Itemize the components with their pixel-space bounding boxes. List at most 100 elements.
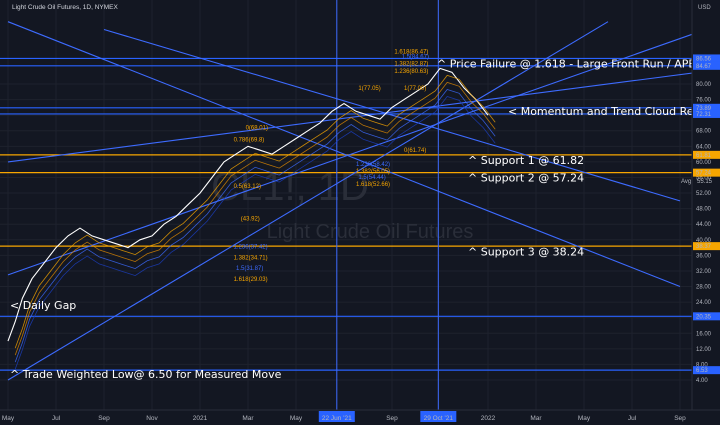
price-label-box xyxy=(693,103,720,112)
x-tick-label: Sep xyxy=(98,415,110,422)
y-tick-label: 80.00 xyxy=(696,82,712,88)
fib-label: 1.618(29.03) xyxy=(234,277,268,283)
x-tick-label: May xyxy=(290,415,303,422)
fib-label: 1.5(84.67) xyxy=(402,55,429,61)
x-tick-label: 22 Jun '21 xyxy=(322,415,352,422)
y-tick-label: 36.00 xyxy=(696,253,712,259)
watermark-name: Light Crude Oil Futures xyxy=(267,221,474,243)
fib-label: 1.382(56.05) xyxy=(356,169,390,175)
annotation: < Daily Gap xyxy=(10,299,76,312)
price-series-line[interactable] xyxy=(7,67,489,342)
y-tick-label: 4.00 xyxy=(696,378,708,384)
fib-label: 1.236(58.42) xyxy=(356,162,390,168)
fib-label: 1(77.05) xyxy=(358,86,380,92)
annotation: ^ Price Failure @ 1.618 - Large Front Ru… xyxy=(437,58,720,71)
y-tick-label: 40.00 xyxy=(696,238,712,244)
trend-line[interactable] xyxy=(103,28,681,202)
price-label: 6.53 xyxy=(696,368,708,374)
x-tick-label: Mar xyxy=(530,415,542,422)
y-tick-label: 76.00 xyxy=(696,98,712,104)
y-tick-label: 48.00 xyxy=(696,207,712,213)
trend-line[interactable] xyxy=(7,21,609,381)
fib-label: 0(61.74) xyxy=(404,148,426,154)
price-label-box xyxy=(693,168,720,177)
fib-label: 1.618(52.66) xyxy=(356,182,390,188)
y-tick-label: 32.00 xyxy=(696,269,712,275)
price-label: 84.67 xyxy=(696,64,712,70)
x-tick-highlight xyxy=(318,411,355,422)
price-label: 57.24 xyxy=(696,171,712,177)
x-tick-label: May xyxy=(578,415,591,422)
y-tick-label: 68.00 xyxy=(696,129,712,135)
fib-label: 1.236(37.42) xyxy=(234,244,268,250)
moving-average-line xyxy=(14,89,496,363)
x-tick-label: Sep xyxy=(386,415,398,422)
fib-label: 1.5(31.87) xyxy=(236,266,263,272)
price-label: 72.31 xyxy=(696,112,712,118)
y-tick-label: 24.00 xyxy=(696,300,712,306)
trend-line[interactable] xyxy=(7,21,681,288)
price-label: 20.35 xyxy=(696,314,712,320)
y-tick-label: 44.00 xyxy=(696,222,712,228)
price-label-box xyxy=(693,312,720,321)
y-axis-ticks: 4.008.0012.0016.0020.0024.0028.0032.0036… xyxy=(696,82,712,384)
price-label-box xyxy=(693,150,720,159)
y-tick-label: 56.00 xyxy=(696,175,712,181)
moving-average-line xyxy=(14,81,496,356)
fib-label: (43.92) xyxy=(241,216,260,222)
fib-label: 1.382(34.71) xyxy=(234,255,268,261)
x-tick-label: Nov xyxy=(146,415,158,422)
price-label: 73.89 xyxy=(696,106,712,112)
x-axis-ticks: May Jul Sep Nov 2021 Mar May 22 Jun '21 Sep 29 Oc… xyxy=(2,411,686,422)
x-tick-label: Jul xyxy=(52,415,61,422)
moving-average-line xyxy=(14,74,496,349)
fib-labels: 1.618(86.47)1.5(84.67)1.382(82.87) 1.236(… xyxy=(234,50,429,283)
currency-label: USD xyxy=(698,5,711,11)
annotation: ^ Trade Weighted Low@ 6.50 for Measured … xyxy=(10,368,282,381)
fib-label: 0.5(63.12) xyxy=(234,184,261,190)
x-tick-label: Jul xyxy=(628,415,637,422)
y-tick-label: 52.00 xyxy=(696,191,712,197)
price-label: 61.81 xyxy=(696,153,712,159)
fib-label: 1.382(82.87) xyxy=(394,61,428,67)
x-tick-label: 29 Oct '21 xyxy=(424,415,454,422)
fib-label: 0.786(69.8) xyxy=(234,138,265,144)
fib-label: 0(68.01) xyxy=(246,126,268,132)
y-tick-label: 28.00 xyxy=(696,285,712,291)
avg-label: Avg xyxy=(681,179,691,185)
fib-label: 1.236(80.63) xyxy=(394,69,428,75)
x-tick-label: 2021 xyxy=(193,415,208,422)
annotation: ^ Support 2 @ 57.24 xyxy=(468,171,584,184)
y-tick-label: 8.00 xyxy=(696,362,708,368)
trend-line[interactable] xyxy=(7,22,720,276)
price-label-box xyxy=(693,61,720,70)
fib-label: 1.618(86.47) xyxy=(394,50,428,56)
y-tick-label: 16.00 xyxy=(696,331,712,337)
annotation: ^ Support 3 @ 38.24 xyxy=(468,245,584,258)
price-label-box xyxy=(693,54,720,63)
grid xyxy=(0,0,692,410)
annotations: ^ Price Failure @ 1.618 - Large Front Ru… xyxy=(10,58,720,381)
price-label-box xyxy=(693,109,720,118)
price-label: 86.56 xyxy=(696,56,712,62)
y-tick-label: 60.00 xyxy=(696,160,712,166)
y-tick-label: 12.00 xyxy=(696,347,712,353)
x-tick-label: 2022 xyxy=(481,415,496,422)
price-series xyxy=(7,67,496,370)
moving-average-line xyxy=(14,96,496,370)
x-tick-label: May xyxy=(2,415,15,422)
chart-title: Light Crude Oil Futures, 1D, NYMEX xyxy=(12,4,119,11)
price-label: 38.37 xyxy=(696,244,712,250)
price-label: 55.15 xyxy=(697,179,713,185)
price-label-box xyxy=(693,366,720,375)
y-tick-label: 64.00 xyxy=(696,144,712,150)
price-label-box xyxy=(693,242,720,251)
x-tick-label: Sep xyxy=(674,415,686,422)
annotation: < Momentum and Trend Cloud Resisitance xyxy=(508,105,720,118)
fib-label: 1(77.00) xyxy=(404,86,426,92)
time-axis[interactable] xyxy=(0,410,720,425)
fib-label: 1.5(54.44) xyxy=(358,175,385,181)
